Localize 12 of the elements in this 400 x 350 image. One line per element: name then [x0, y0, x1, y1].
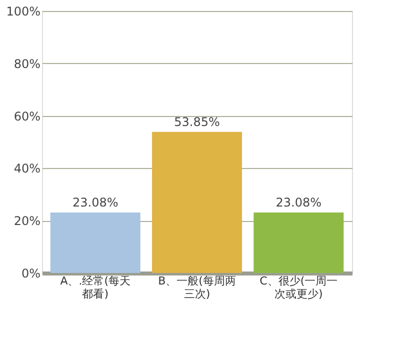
y-tick-label: 40%	[14, 162, 40, 176]
data-label: 23.08%	[72, 196, 118, 210]
x-tick-label: C、很少(一周一次或更少)	[260, 274, 338, 300]
data-label: 53.85%	[174, 114, 220, 129]
y-tick-label: 0%	[21, 266, 40, 280]
x-tick-label: B、一般(每周两三次)	[158, 274, 236, 300]
y-tick-label: 60%	[14, 109, 40, 124]
y-tick-label: 100%	[6, 4, 40, 18]
x-tick-label: A、.经常(每天都看)	[60, 274, 131, 300]
y-tick-label: 20%	[14, 214, 40, 228]
y-tick-label: 80%	[14, 56, 40, 71]
data-label: 23.08%	[276, 196, 322, 210]
